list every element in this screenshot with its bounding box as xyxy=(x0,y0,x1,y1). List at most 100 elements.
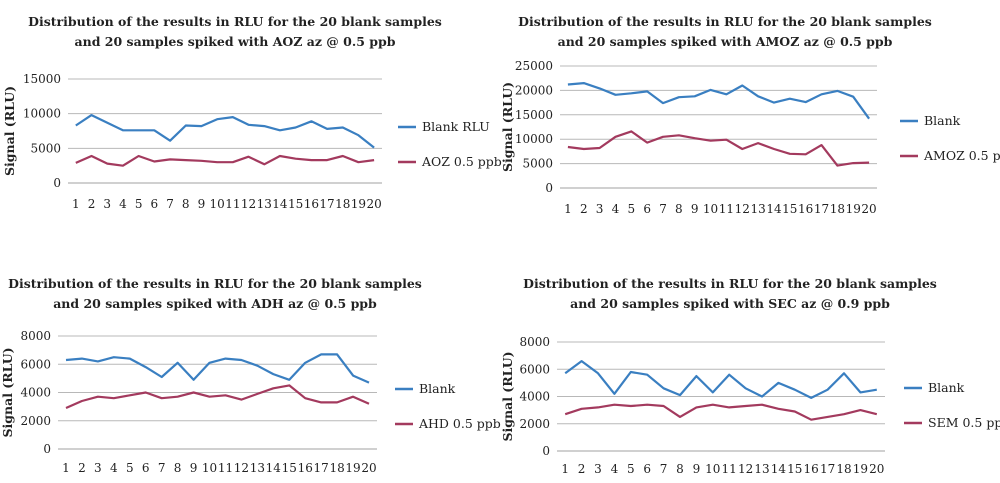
legend-label: AMOZ 0.5 ppb xyxy=(923,148,1000,163)
y-tick-label: 6000 xyxy=(519,362,550,376)
x-tick-label: 10 xyxy=(202,461,217,475)
chart-title-line: Distribution of the results in RLU for t… xyxy=(28,14,442,29)
y-tick-label: 15000 xyxy=(515,108,553,122)
chart-panel-aoz: Distribution of the results in RLU for t… xyxy=(0,0,502,241)
x-tick-label: 2 xyxy=(88,197,96,211)
x-tick-label: 1 xyxy=(564,202,572,216)
x-tick-label: 19 xyxy=(345,461,360,475)
x-tick-label: 18 xyxy=(836,462,851,476)
y-tick-label: 4000 xyxy=(519,390,550,404)
y-tick-label: 10000 xyxy=(515,132,553,146)
x-tick-label: 6 xyxy=(151,197,159,211)
legend-label: Blank xyxy=(419,381,456,396)
y-tick-label: 5000 xyxy=(30,141,61,155)
chart-title-line: and 20 samples spiked with SEC az @ 0.9 … xyxy=(570,296,890,311)
x-tick-label: 8 xyxy=(174,461,182,475)
x-tick-label: 14 xyxy=(771,462,787,476)
y-tick-label: 4000 xyxy=(20,386,51,400)
y-tick-label: 5000 xyxy=(522,157,553,171)
x-tick-label: 17 xyxy=(814,202,829,216)
x-tick-label: 7 xyxy=(659,202,667,216)
x-tick-label: 15 xyxy=(782,202,797,216)
chart-panel-sec: Distribution of the results in RLU for t… xyxy=(500,241,1000,482)
x-tick-label: 8 xyxy=(182,197,190,211)
x-tick-label: 1 xyxy=(72,197,80,211)
x-tick-label: 14 xyxy=(766,202,782,216)
y-tick-label: 0 xyxy=(545,181,553,195)
series-line-blank xyxy=(65,353,370,384)
y-tick-label: 8000 xyxy=(519,335,550,349)
x-tick-label: 12 xyxy=(735,202,750,216)
x-tick-label: 20 xyxy=(861,202,876,216)
x-tick-label: 2 xyxy=(78,461,86,475)
y-tick-label: 8000 xyxy=(20,329,51,343)
x-tick-label: 16 xyxy=(798,202,813,216)
x-tick-label: 13 xyxy=(250,461,265,475)
x-tick-label: 18 xyxy=(329,461,344,475)
x-tick-label: 5 xyxy=(627,462,635,476)
x-tick-label: 11 xyxy=(218,461,233,475)
x-tick-label: 6 xyxy=(142,461,150,475)
chart-title-line: Distribution of the results in RLU for t… xyxy=(518,14,932,29)
x-tick-label: 7 xyxy=(660,462,668,476)
y-axis-label: Signal (RLU) xyxy=(500,82,515,172)
x-tick-label: 5 xyxy=(135,197,143,211)
x-tick-label: 11 xyxy=(719,202,734,216)
x-tick-label: 14 xyxy=(266,461,282,475)
y-tick-label: 2000 xyxy=(20,414,51,428)
x-tick-label: 11 xyxy=(225,197,240,211)
y-tick-label: 6000 xyxy=(20,357,51,371)
y-tick-label: 0 xyxy=(53,176,61,190)
x-tick-label: 17 xyxy=(820,462,835,476)
x-tick-label: 9 xyxy=(693,462,701,476)
x-tick-label: 4 xyxy=(110,461,118,475)
series-line-spiked xyxy=(564,403,878,421)
x-tick-label: 6 xyxy=(643,462,651,476)
x-tick-label: 19 xyxy=(351,197,366,211)
y-tick-label: 15000 xyxy=(23,72,61,86)
x-tick-label: 7 xyxy=(166,197,174,211)
x-tick-label: 11 xyxy=(722,462,737,476)
x-tick-label: 18 xyxy=(830,202,845,216)
x-tick-label: 17 xyxy=(314,461,329,475)
x-tick-label: 18 xyxy=(335,197,350,211)
chart-panel-adh: Distribution of the results in RLU for t… xyxy=(0,241,501,482)
chart-amoz: Distribution of the results in RLU for t… xyxy=(500,14,1000,216)
x-tick-label: 14 xyxy=(272,197,288,211)
x-tick-label: 8 xyxy=(675,202,683,216)
x-tick-label: 19 xyxy=(846,202,861,216)
x-tick-label: 4 xyxy=(611,462,619,476)
y-tick-label: 20000 xyxy=(515,83,553,97)
x-tick-label: 15 xyxy=(282,461,297,475)
x-tick-label: 12 xyxy=(738,462,753,476)
legend-label: AOZ 0.5 ppb xyxy=(421,154,502,169)
x-tick-label: 15 xyxy=(288,197,303,211)
y-tick-label: 25000 xyxy=(515,59,553,73)
series-line-spiked xyxy=(75,154,375,167)
legend-label: Blank RLU xyxy=(422,119,490,134)
x-tick-label: 4 xyxy=(119,197,127,211)
x-tick-label: 20 xyxy=(869,462,884,476)
series-line-spiked xyxy=(65,384,370,410)
y-axis-label: Signal (RLU) xyxy=(2,86,17,176)
x-tick-label: 5 xyxy=(628,202,636,216)
x-tick-label: 2 xyxy=(578,462,586,476)
x-tick-label: 2 xyxy=(580,202,588,216)
x-tick-label: 13 xyxy=(257,197,272,211)
x-tick-label: 13 xyxy=(754,462,769,476)
x-tick-label: 10 xyxy=(210,197,225,211)
legend-label: Blank xyxy=(928,380,965,395)
x-tick-label: 3 xyxy=(94,461,102,475)
x-tick-label: 12 xyxy=(234,461,249,475)
x-tick-label: 3 xyxy=(103,197,111,211)
y-tick-label: 0 xyxy=(542,444,550,458)
x-tick-label: 6 xyxy=(643,202,651,216)
x-tick-label: 9 xyxy=(190,461,198,475)
legend-label: AHD 0.5 ppb xyxy=(418,416,501,431)
x-tick-label: 12 xyxy=(241,197,256,211)
x-tick-label: 16 xyxy=(804,462,819,476)
x-tick-label: 10 xyxy=(703,202,718,216)
series-line-blank xyxy=(567,81,870,120)
series-line-spiked xyxy=(567,130,870,167)
x-tick-label: 4 xyxy=(612,202,620,216)
